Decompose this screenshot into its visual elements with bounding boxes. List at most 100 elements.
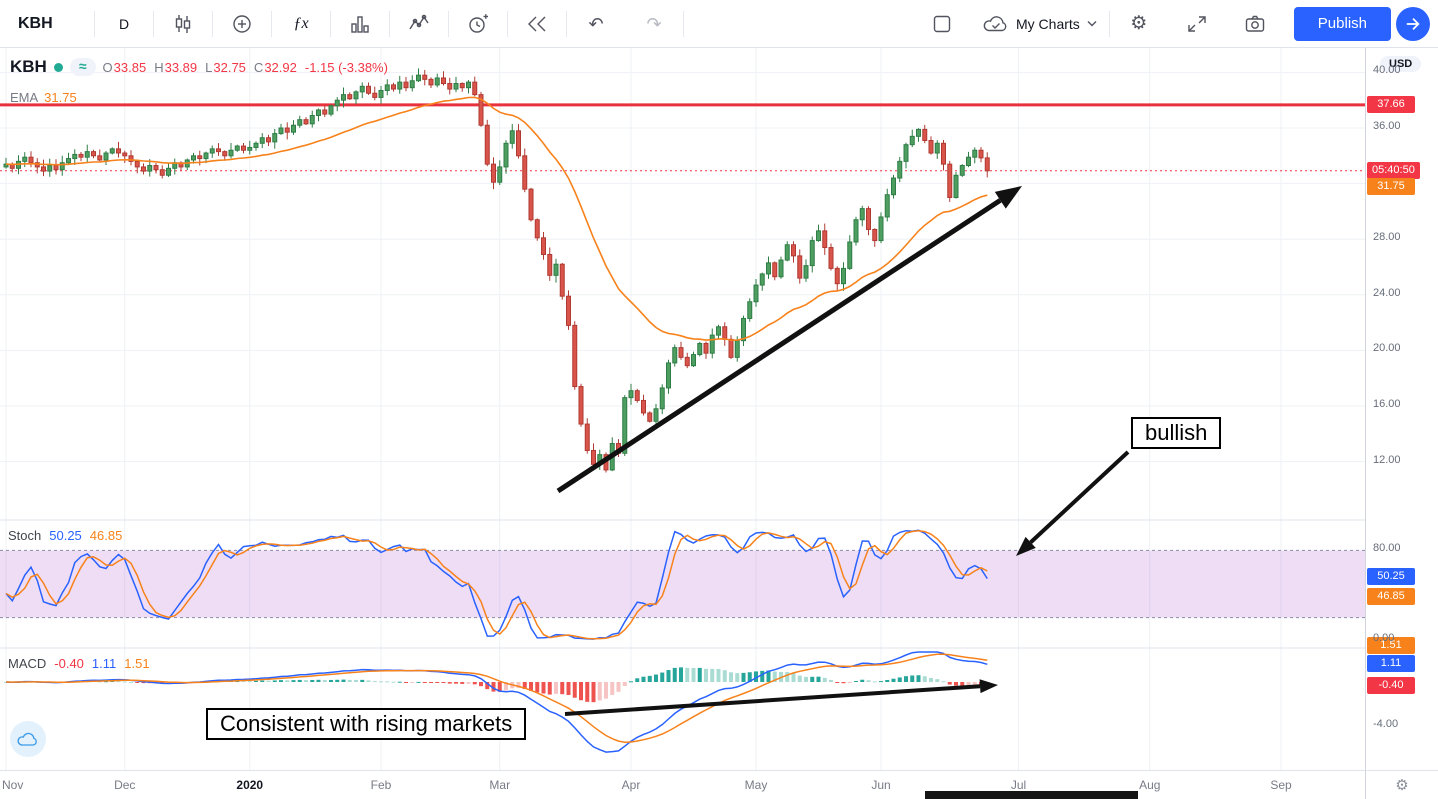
toolbar-separator (389, 10, 390, 37)
time-axis-label: Aug (1139, 778, 1161, 792)
zigzag-line-icon (408, 13, 430, 35)
interval-button[interactable]: D (118, 15, 130, 32)
ema-label: EMA (10, 90, 39, 105)
stoch-band (0, 549, 1365, 619)
bullish-annotation[interactable]: bullish (1131, 417, 1222, 449)
create-alert-button[interactable] (449, 4, 507, 44)
chevron-down-icon (1087, 20, 1097, 27)
macd-hist-value: -0.40 (54, 656, 84, 671)
compare-button[interactable] (213, 4, 271, 44)
grid (0, 48, 1365, 770)
close-value: 32.92 (264, 59, 297, 75)
macd-line-badge: 1.11 (1367, 655, 1415, 672)
high-value: 33.89 (164, 59, 198, 75)
axis-tick-label: 24.00 (1373, 286, 1401, 299)
stoch-k-badge: 50.25 (1367, 568, 1415, 585)
open-value: 33.85 (113, 59, 147, 75)
time-axis-label: Jul (1010, 778, 1027, 792)
candlestick-icon (172, 13, 194, 35)
high-label: H (154, 59, 164, 75)
scale-settings-corner[interactable]: ⚙ (1365, 770, 1438, 799)
fx-icon: ƒx (293, 14, 309, 32)
toolbar-separator (507, 10, 508, 37)
bar-chart-icon (349, 13, 371, 35)
macd-hist-badge: -0.40 (1367, 677, 1415, 694)
ema-legend[interactable]: EMA 31.75 (10, 90, 77, 105)
macd-signal-line[interactable] (5, 653, 988, 743)
chart-settings-button[interactable]: ⚙ (1110, 4, 1168, 44)
snapshot-button[interactable] (1226, 4, 1284, 44)
toolbar-separator (683, 10, 684, 37)
stoch-k-value: 50.25 (49, 528, 82, 543)
toolbar-right-group: My Charts ⚙ (913, 4, 1438, 44)
stoch-d-line[interactable] (5, 530, 988, 640)
publish-button[interactable]: Publish (1293, 6, 1391, 41)
redo-button[interactable]: ↷ (625, 4, 683, 44)
macd-signal-value: 1.51 (124, 656, 150, 671)
bar-replay-button[interactable] (508, 4, 566, 44)
axis-tick-label: 16.00 (1373, 398, 1401, 410)
legend-symbol: KBH (10, 57, 47, 76)
change-value: -1.15 (-3.38%) (304, 59, 388, 75)
indicators-button[interactable]: ƒx (272, 4, 330, 44)
arrow-drawings[interactable] (556, 186, 1130, 716)
axis-tick-label: 12.00 (1373, 453, 1401, 466)
time-scale[interactable]: Nov Dec 2020 Feb Mar Apr May Jun Jul Aug Sep (0, 770, 1365, 799)
macd-line[interactable] (5, 651, 988, 753)
axis-tick-label: 28.00 (1373, 231, 1401, 244)
cloud-sync-button[interactable] (10, 721, 46, 757)
layout-select-button[interactable] (913, 4, 971, 44)
currency-badge[interactable]: USD (1380, 56, 1422, 72)
bar-countdown-badge: 05:40:50 (1367, 162, 1420, 179)
price-scale[interactable]: USD 37.66 05:40:50 31.75 50.25 46.85 1.5… (1365, 48, 1438, 770)
stoch-d-value: 46.85 (89, 528, 123, 543)
cloud-check-icon (983, 14, 1009, 34)
toolbar-separator (1108, 10, 1110, 37)
cloud-icon (17, 731, 39, 748)
ema-value: 31.75 (44, 90, 77, 105)
my-charts-label: My Charts (1016, 15, 1080, 32)
low-label: L (205, 59, 213, 75)
rising-markets-annotation[interactable]: Consistent with rising markets (206, 708, 527, 740)
stoch-legend[interactable]: Stoch 50.25 46.85 (8, 528, 122, 543)
time-axis-label: Mar (489, 778, 511, 792)
delayed-data-icon[interactable]: ≈ (69, 58, 96, 76)
axis-tick-label: 20.00 (1373, 342, 1401, 355)
axis-tick-label: 36.00 (1373, 120, 1401, 132)
ema-line[interactable] (5, 96, 988, 342)
gear-icon: ⚙ (1395, 777, 1409, 794)
toolbar-separator (212, 10, 213, 37)
macd-line-value: 1.11 (91, 656, 117, 671)
publish-arrow-button[interactable] (1396, 6, 1430, 41)
arrow-right-icon (1405, 16, 1421, 32)
chart-canvas[interactable] (0, 48, 1365, 770)
time-axis-label: Sep (1270, 778, 1292, 792)
axis-tick-label: 0.00 (1373, 632, 1395, 644)
plus-circle-icon (231, 13, 253, 35)
time-axis-label: Nov (2, 778, 24, 792)
time-axis-label: Apr (621, 778, 641, 792)
forecast-button[interactable] (390, 4, 448, 44)
level-line-price-badge: 37.66 (1367, 96, 1415, 113)
time-axis-label: 2020 (236, 778, 264, 792)
open-label: O (102, 59, 113, 75)
fullscreen-button[interactable] (1168, 4, 1226, 44)
stoch-d-badge: 46.85 (1367, 588, 1415, 605)
indicator-templates-button[interactable] (331, 4, 389, 44)
my-charts-menu[interactable]: My Charts (971, 4, 1109, 44)
chart-style-button[interactable] (154, 4, 212, 44)
undo-button[interactable]: ↶ (567, 4, 625, 44)
time-axis-label: Feb (370, 778, 392, 792)
axis-tick-label: -4.00 (1373, 718, 1399, 730)
macd-legend[interactable]: MACD -0.40 1.11 1.51 (8, 656, 150, 671)
low-value: 32.75 (213, 59, 246, 75)
symbol-button[interactable]: KBH (18, 14, 53, 32)
main-legend[interactable]: KBH ≈ O33.85 H33.89 L32.75 C32.92 -1.15 … (10, 57, 388, 77)
layout-square-icon (931, 13, 953, 35)
time-axis-label: May (744, 778, 768, 792)
macd-histogram (4, 667, 990, 703)
toolbar-separator (271, 10, 272, 37)
candles (3, 68, 990, 473)
expand-icon (1186, 13, 1208, 35)
